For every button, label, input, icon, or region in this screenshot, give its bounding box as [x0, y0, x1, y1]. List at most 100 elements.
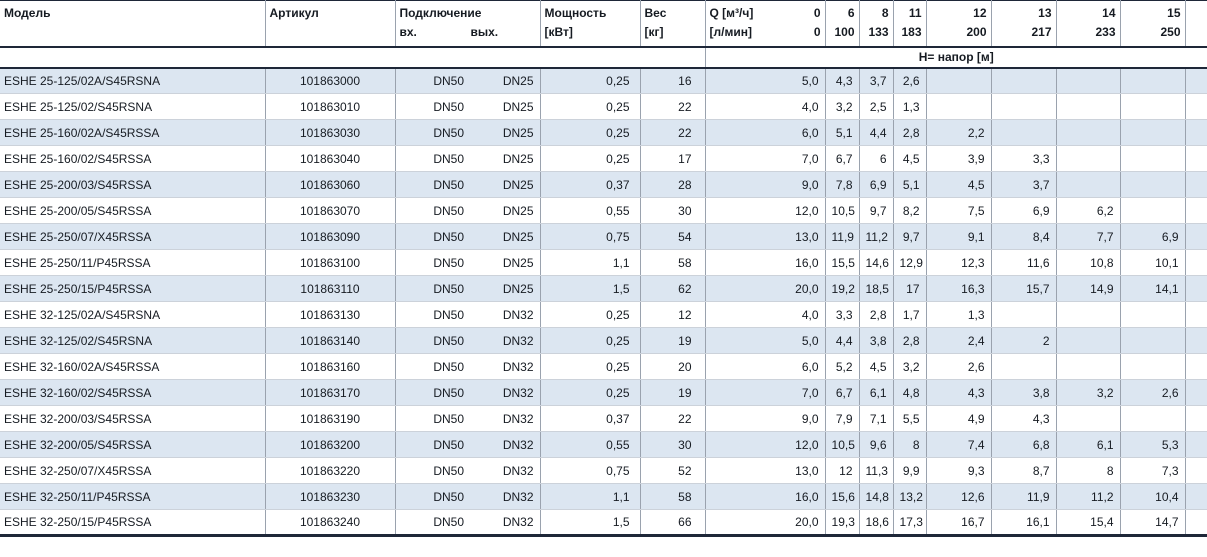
- head-value-cell: 8,7: [991, 457, 1057, 484]
- col-header-power: Мощность [кВт]: [540, 0, 641, 48]
- article-cell: 101863230: [265, 483, 396, 510]
- trailing-cell: [1185, 223, 1207, 250]
- head-value-cell: [1120, 405, 1186, 432]
- model-header-label: Модель: [4, 6, 51, 20]
- inlet-cell: DN50: [395, 353, 470, 380]
- head-value-cell: 4,5: [859, 353, 894, 380]
- weight-cell: 19: [640, 327, 706, 354]
- connection-header-label: Подключение: [399, 6, 482, 20]
- head-value-cell: 4,5: [926, 171, 992, 198]
- head-value-cell: 5,3: [1120, 431, 1186, 458]
- weight-cell: 22: [640, 93, 706, 120]
- head-value-cell: 6,7: [825, 145, 860, 172]
- head-units-label: Н= напор [м]: [705, 46, 1207, 69]
- head-value-cell: [991, 353, 1057, 380]
- inlet-cell: DN50: [395, 93, 470, 120]
- outlet-cell: DN25: [470, 249, 541, 276]
- model-cell: ESHE 32-200/03/S45RSSA: [0, 405, 266, 432]
- head-units-row: Н= напор [м]: [0, 46, 1207, 69]
- power-cell: 0,25: [540, 301, 641, 328]
- table-row: ESHE 32-125/02A/S45RSNA 101863130 DN50 DN32…: [0, 301, 1207, 328]
- trailing-cell: [1185, 327, 1207, 354]
- power-cell: 0,55: [540, 431, 641, 458]
- head-value-cell: 3,9: [926, 145, 992, 172]
- col-header-connection: Подключение вх. вых.: [395, 0, 541, 48]
- trailing-cell: [1185, 379, 1207, 406]
- head-value-cell: 4,3: [926, 379, 992, 406]
- head-value-cell: 10,1: [1120, 249, 1186, 276]
- table-row: ESHE 32-250/07/X45RSSA 101863220 DN50 DN32 0…: [0, 457, 1207, 484]
- head-value-cell: 19,2: [825, 275, 860, 302]
- article-header-label: Артикул: [269, 6, 319, 20]
- head-value-cell: [1056, 119, 1121, 146]
- head-value-cell: 4,4: [859, 119, 894, 146]
- inlet-cell: DN50: [395, 67, 470, 94]
- head-value-cell: [991, 301, 1057, 328]
- head-value-cell: [1120, 67, 1186, 94]
- inlet-cell: DN50: [395, 431, 470, 458]
- head-value-cell: 7,0: [705, 145, 826, 172]
- head-value-cell: 2,2: [926, 119, 992, 146]
- head-value-cell: [1120, 353, 1186, 380]
- head-value-cell: 9,9: [893, 457, 927, 484]
- head-value-cell: 15,5: [825, 249, 860, 276]
- head-value-cell: 6,0: [705, 353, 826, 380]
- head-value-cell: 13,0: [705, 457, 826, 484]
- head-value-cell: 2,6: [1120, 379, 1186, 406]
- head-value-cell: 16,0: [705, 249, 826, 276]
- weight-cell: 22: [640, 119, 706, 146]
- col-header-outlet: вых.: [470, 25, 499, 39]
- model-cell: ESHE 25-125/02A/S45RSNA: [0, 67, 266, 94]
- head-value-cell: 7,8: [825, 171, 860, 198]
- head-value-cell: 9,7: [859, 197, 894, 224]
- head-value-cell: 9,6: [859, 431, 894, 458]
- article-cell: 101863140: [265, 327, 396, 354]
- head-value-cell: 2,8: [893, 327, 927, 354]
- head-value-cell: 4,0: [705, 301, 826, 328]
- inlet-cell: DN50: [395, 249, 470, 276]
- inlet-cell: DN50: [395, 483, 470, 510]
- head-value-cell: 13,2: [893, 483, 927, 510]
- outlet-cell: DN32: [470, 457, 541, 484]
- weight-cell: 22: [640, 405, 706, 432]
- head-value-cell: 4,8: [893, 379, 927, 406]
- outlet-cell: DN25: [470, 171, 541, 198]
- power-cell: 0,37: [540, 405, 641, 432]
- trailing-cell: [1185, 249, 1207, 276]
- head-value-cell: 5,0: [705, 67, 826, 94]
- lmin-zero-value: 0: [813, 25, 821, 39]
- head-value-cell: 10,8: [1056, 249, 1121, 276]
- head-value-cell: 6,1: [859, 379, 894, 406]
- head-value-cell: 20,0: [705, 509, 826, 536]
- head-value-cell: 15,7: [991, 275, 1057, 302]
- article-cell: 101863130: [265, 301, 396, 328]
- trailing-cell: [1185, 457, 1207, 484]
- power-cell: 1,1: [540, 483, 641, 510]
- table-row: ESHE 25-160/02/S45RSSA 101863040 DN50 DN25 0…: [0, 145, 1207, 172]
- power-header-label: Мощность: [544, 6, 607, 20]
- head-value-cell: 4,3: [991, 405, 1057, 432]
- head-value-cell: 7,0: [705, 379, 826, 406]
- head-value-cell: 7,1: [859, 405, 894, 432]
- head-value-cell: [1120, 145, 1186, 172]
- head-value-cell: 12: [825, 457, 860, 484]
- lmin-unit-label: [л/мин]: [709, 25, 752, 39]
- trailing-cell: [1185, 483, 1207, 510]
- pump-specs-table: Модель Артикул Подключение вх. вых. Мощн…: [0, 0, 1207, 537]
- head-value-cell: 10,5: [825, 431, 860, 458]
- weight-cell: 17: [640, 145, 706, 172]
- outlet-cell: DN25: [470, 93, 541, 120]
- model-cell: ESHE 25-250/07/X45RSSA: [0, 223, 266, 250]
- weight-cell: 30: [640, 431, 706, 458]
- model-cell: ESHE 25-250/11/P45RSSA: [0, 249, 266, 276]
- head-value-cell: 20,0: [705, 275, 826, 302]
- head-value-cell: [1120, 171, 1186, 198]
- head-value-cell: 11,2: [1056, 483, 1121, 510]
- head-value-cell: [926, 67, 992, 94]
- head-value-cell: 6: [859, 145, 894, 172]
- head-value-cell: 12,0: [705, 197, 826, 224]
- inlet-cell: DN50: [395, 301, 470, 328]
- model-cell: ESHE 32-125/02A/S45RSNA: [0, 301, 266, 328]
- weight-header-label: Вес: [644, 6, 667, 20]
- model-cell: ESHE 32-160/02/S45RSSA: [0, 379, 266, 406]
